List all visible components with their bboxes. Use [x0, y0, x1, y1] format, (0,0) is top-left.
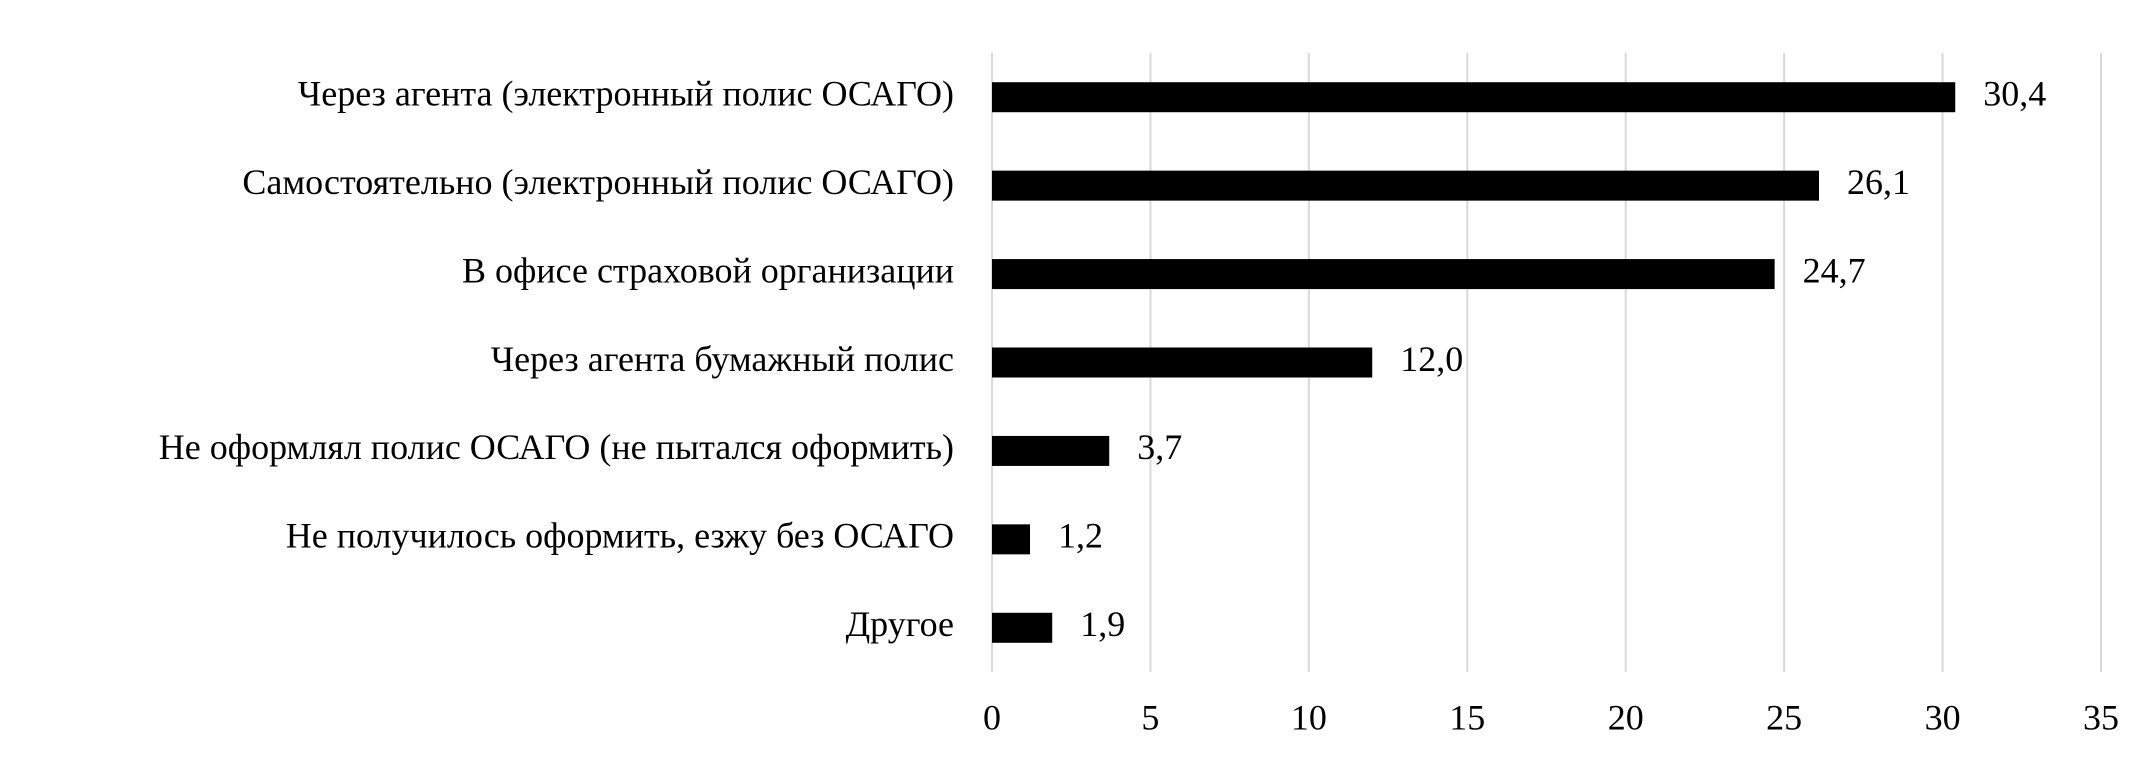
x-tick-label: 15: [1449, 697, 1485, 737]
y-tick-label: Не оформлял полис ОСАГО (не пытался офор…: [159, 427, 954, 467]
bar: [992, 612, 1053, 643]
y-tick-label: Самостоятельно (электронный полис ОСАГО): [242, 162, 954, 202]
x-tick-label: 0: [983, 697, 1001, 737]
x-tick-label: 10: [1291, 697, 1327, 737]
value-label: 26,1: [1847, 162, 1910, 202]
bar: [992, 524, 1031, 555]
y-tick-label: Через агента бумажный полис: [491, 339, 954, 379]
bar: [992, 259, 1775, 290]
value-label: 1,9: [1080, 604, 1125, 644]
x-tick-label: 25: [1766, 697, 1802, 737]
bar: [992, 435, 1110, 466]
bar: [992, 82, 1956, 113]
bar: [992, 347, 1373, 378]
y-tick-label: Не получилось оформить, езжу без ОСАГО: [286, 516, 954, 556]
x-tick-label: 30: [1925, 697, 1961, 737]
y-tick-label: Через агента (электронный полис ОСАГО): [298, 73, 954, 113]
x-tick-label: 5: [1141, 697, 1159, 737]
value-label: 3,7: [1137, 427, 1182, 467]
value-label: 12,0: [1400, 339, 1463, 379]
x-tick-label: 35: [2083, 697, 2119, 737]
x-tick-label: 20: [1608, 697, 1644, 737]
value-label: 1,2: [1058, 516, 1103, 556]
y-tick-label: В офисе страховой организации: [462, 250, 954, 290]
bar: [992, 170, 1819, 201]
value-label: 24,7: [1803, 250, 1866, 290]
value-label: 30,4: [1983, 73, 2046, 113]
y-tick-label: Другое: [846, 604, 954, 644]
